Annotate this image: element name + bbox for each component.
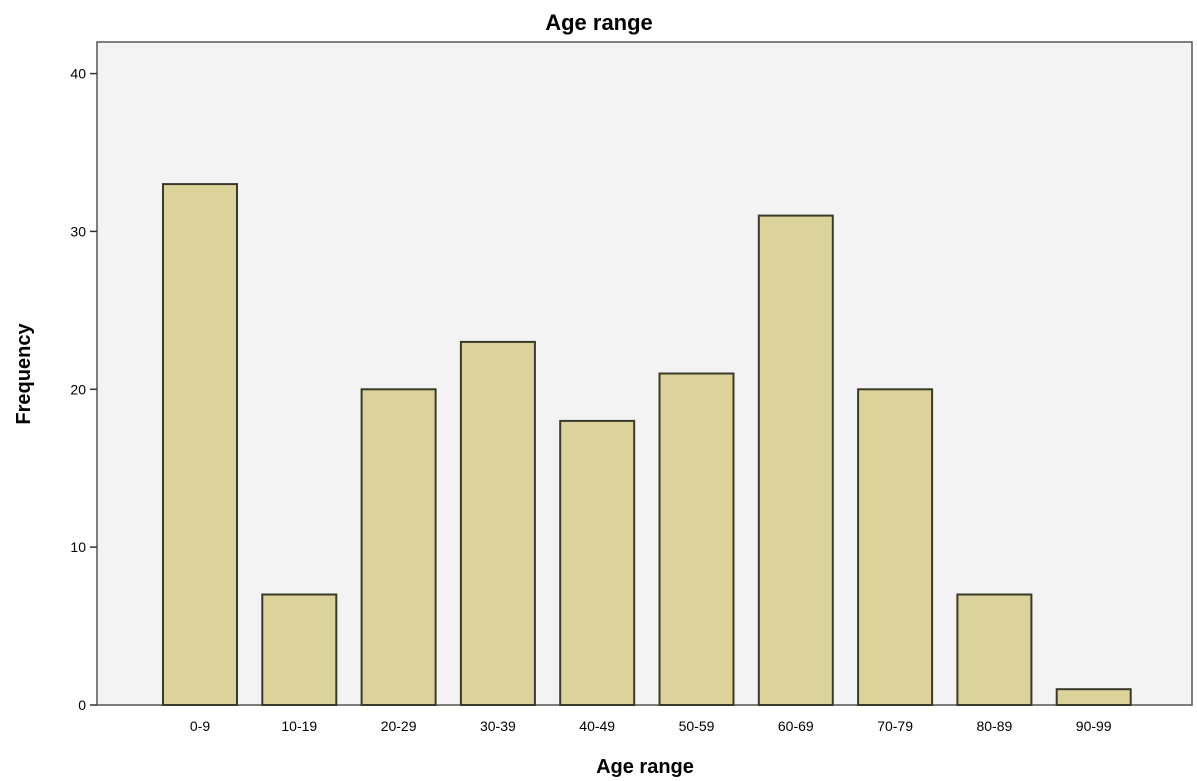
bar-40-49: [559, 419, 636, 706]
x-axis: 0-9 10-19 20-29 30-39 40-49 50-59 60-69 70-79 80…: [190, 718, 1112, 734]
x-tick-label: 20-29: [381, 718, 417, 734]
x-tick-label: 70-79: [877, 718, 913, 734]
y-tick-label: 0: [78, 697, 86, 713]
bar-30-39: [459, 340, 536, 706]
bar-70-79: [857, 388, 934, 706]
bars-group: [162, 183, 1132, 707]
y-axis-label: Frequency: [13, 323, 35, 425]
x-tick-label: 30-39: [480, 718, 516, 734]
bar-80-89: [956, 593, 1033, 706]
y-axis: 0 10 20 30 40: [70, 66, 97, 713]
bar-90-99: [1055, 688, 1132, 707]
bar-50-59: [658, 372, 735, 706]
x-tick-label: 80-89: [976, 718, 1012, 734]
x-tick-label: 10-19: [281, 718, 317, 734]
x-axis-label: Age range: [596, 756, 694, 778]
x-tick-label: 0-9: [190, 718, 210, 734]
bar-10-19: [261, 593, 338, 706]
chart-title: Age range: [545, 10, 653, 35]
bar-0-9: [162, 183, 238, 707]
x-tick-label: 60-69: [778, 718, 814, 734]
bar-60-69: [757, 214, 834, 706]
y-tick-label: 40: [70, 66, 86, 82]
bar-20-29: [360, 388, 437, 706]
y-tick-label: 30: [70, 223, 86, 239]
y-tick-label: 20: [70, 381, 86, 397]
x-tick-label: 90-99: [1076, 718, 1112, 734]
x-tick-label: 50-59: [679, 718, 715, 734]
y-tick-label: 10: [70, 539, 86, 555]
x-tick-label: 40-49: [579, 718, 615, 734]
